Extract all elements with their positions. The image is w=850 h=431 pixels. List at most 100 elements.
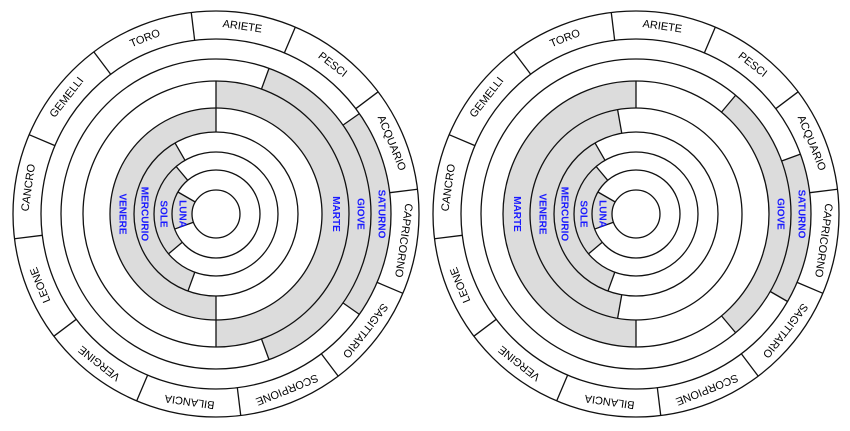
sign-label: VERGINE — [76, 343, 122, 383]
planet-arc — [721, 95, 791, 333]
arc-edge — [616, 109, 623, 134]
arc-edge — [177, 191, 196, 203]
sign-label: BILANCIA — [163, 392, 215, 411]
sign-label: CAPRICORNO — [392, 203, 414, 279]
arc-edge — [260, 338, 270, 360]
planet-label: MARTE — [511, 196, 522, 232]
sign-divider — [473, 318, 497, 337]
arc-edge — [187, 272, 196, 292]
arc-edge — [720, 315, 737, 334]
sign-label: SCORPIONE — [674, 371, 740, 407]
sign-label: VERGINE — [496, 343, 542, 383]
arc-edge — [720, 94, 737, 113]
sign-divider — [556, 374, 569, 402]
arc-edge — [781, 153, 801, 162]
ring — [40, 38, 392, 390]
sign-divider — [513, 51, 532, 75]
sign-label: TORO — [128, 27, 162, 50]
sign-divider — [93, 51, 112, 75]
sign-divider — [389, 188, 418, 194]
ring — [611, 189, 661, 239]
sign-divider — [740, 353, 759, 377]
arc-edge — [174, 142, 186, 161]
arc-edge — [597, 191, 616, 203]
sign-label: CAPRICORNO — [812, 203, 834, 279]
arc-edge — [342, 113, 360, 126]
planet-label: LUNA — [176, 200, 187, 228]
ring — [191, 189, 241, 239]
sign-divider — [320, 353, 339, 377]
ring — [591, 169, 681, 259]
planet-label: MERCURIO — [138, 187, 149, 242]
sign-divider — [355, 91, 379, 110]
sign-divider — [809, 188, 838, 194]
sign-label: SCORPIONE — [254, 371, 320, 407]
planet-arc — [172, 192, 196, 230]
arc-edge — [607, 272, 616, 292]
ring — [171, 169, 261, 259]
arc-edge — [595, 166, 609, 181]
arc-edge — [260, 68, 270, 90]
planet-arc — [592, 192, 616, 230]
sign-label: GEMELLI — [468, 75, 507, 120]
planet-arc — [530, 109, 622, 319]
sign-label: BILANCIA — [583, 392, 635, 411]
planet-label: MARTE — [330, 196, 341, 232]
sign-label: TORO — [548, 27, 582, 50]
arc-edge — [588, 241, 603, 255]
sign-label: PESCI — [316, 50, 349, 80]
sign-divider — [136, 374, 149, 402]
planet-label: SOLE — [157, 200, 168, 228]
planet-label: SATURNO — [375, 190, 386, 239]
wheel: ARIETETOROGEMELLICANCROLEONEVERGINEBILAN… — [12, 10, 420, 418]
sign-divider — [283, 26, 296, 54]
planet-arc — [216, 81, 349, 347]
sign-divider — [448, 134, 476, 147]
planet-arc — [133, 142, 195, 292]
arc-edge — [616, 294, 623, 319]
planet-arc — [553, 142, 615, 292]
planet-label: GIOVE — [774, 198, 785, 230]
arc-edge — [168, 241, 183, 255]
ring — [12, 10, 420, 418]
planet-arc — [153, 166, 188, 254]
sign-divider — [376, 281, 404, 294]
sign-divider — [53, 318, 77, 337]
planet-label: SATURNO — [795, 190, 806, 239]
planet-arc — [110, 108, 216, 320]
arc-edge — [342, 302, 360, 315]
planet-label: SOLE — [577, 200, 588, 228]
ring — [460, 38, 812, 390]
ring — [480, 58, 792, 370]
sign-divider — [775, 91, 799, 110]
sign-divider — [656, 387, 662, 416]
sign-label: PESCI — [736, 50, 769, 80]
planet-label: GIOVE — [354, 198, 365, 230]
ring — [60, 58, 372, 370]
planet-label: MERCURIO — [558, 187, 569, 242]
sign-label: ARIETE — [222, 18, 263, 35]
wheel: ARIETETOROGEMELLICANCROLEONEVERGINEBILAN… — [432, 10, 840, 418]
arc-edge — [175, 166, 189, 181]
sign-divider — [796, 281, 824, 294]
planet-arc — [342, 113, 391, 315]
arc-edge — [594, 142, 606, 161]
sign-divider — [434, 234, 463, 240]
sign-divider — [236, 387, 242, 416]
planet-label: LUNA — [596, 200, 607, 228]
ring — [153, 151, 279, 277]
sign-divider — [703, 26, 716, 54]
planet-label: VENERE — [116, 193, 127, 234]
ring — [553, 131, 719, 297]
sign-label: GEMELLI — [48, 75, 87, 120]
sign-divider — [28, 134, 56, 147]
sign-divider — [190, 12, 196, 41]
sign-divider — [14, 234, 43, 240]
ring — [432, 10, 840, 418]
planet-arc — [261, 68, 371, 360]
planet-arc — [503, 81, 636, 347]
arc-edge — [769, 290, 788, 303]
sign-label: CANCRO — [19, 163, 38, 212]
arc-edge — [594, 221, 614, 230]
